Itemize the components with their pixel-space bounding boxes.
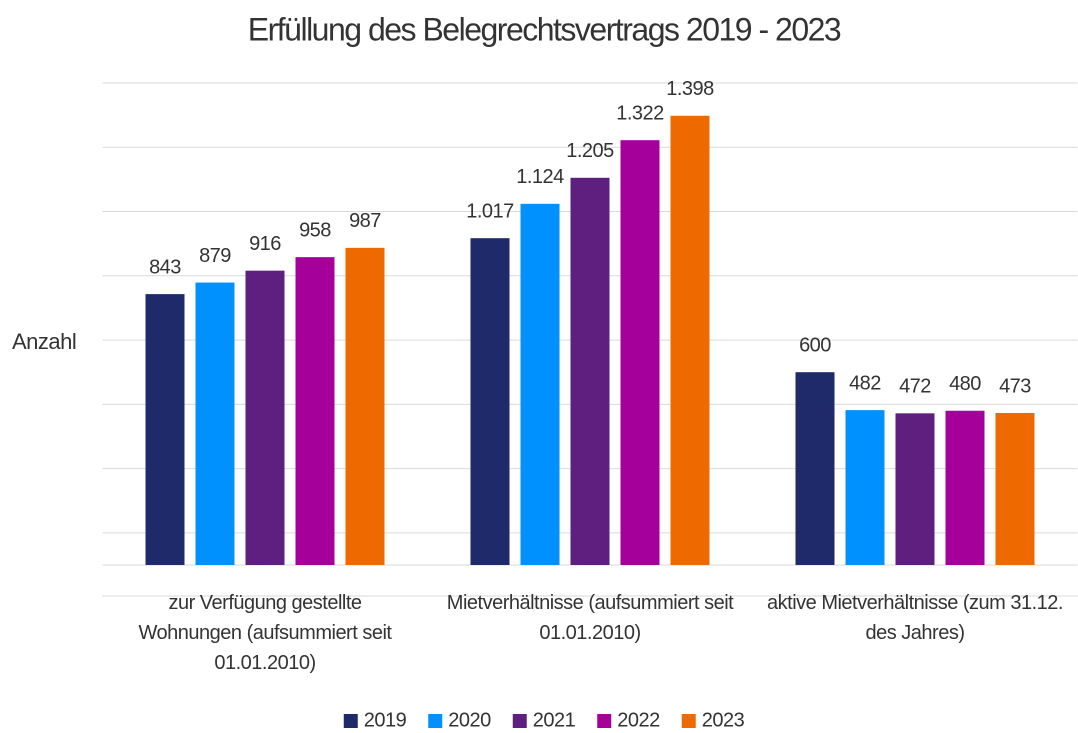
legend-label: 2022: [617, 709, 660, 731]
data-label: 916: [249, 233, 281, 255]
data-label: 472: [899, 376, 931, 398]
legend-swatch: [343, 714, 358, 728]
data-label: 480: [949, 373, 981, 395]
bar: [295, 257, 335, 565]
legend-label: 2019: [364, 709, 407, 731]
legend-label: 2023: [702, 709, 745, 731]
data-label: 958: [299, 219, 331, 241]
bar: [520, 203, 560, 565]
legend-label: 2021: [533, 709, 576, 731]
data-label: 1.322: [616, 102, 664, 124]
data-label: 843: [149, 256, 181, 278]
legend-label: 2020: [448, 709, 491, 731]
data-label: 879: [199, 245, 231, 267]
bar: [195, 282, 235, 565]
bar: [945, 410, 985, 565]
bar: [995, 413, 1035, 565]
bar: [845, 410, 885, 565]
data-label: 987: [349, 210, 381, 232]
bar: [345, 247, 385, 565]
data-label: 1.124: [516, 166, 564, 188]
x-tick-label: aktive Mietverhältnisse (zum 31.12. des …: [767, 592, 1063, 644]
data-label: 1.205: [566, 140, 614, 162]
x-tick-label: zur Verfügung gestellte Wohnungen (aufsu…: [138, 592, 392, 674]
bar: [795, 372, 835, 565]
chart-title: Erfüllung des Belegrechtsvertrags 2019 -…: [248, 11, 841, 47]
y-axis-label: Anzahl: [12, 329, 76, 354]
bar: [620, 140, 660, 565]
bar: [670, 115, 710, 565]
data-label: 473: [999, 375, 1031, 397]
data-label: 482: [849, 372, 881, 394]
legend-swatch: [597, 714, 612, 728]
bar: [145, 294, 185, 565]
bar: [895, 413, 935, 565]
legend-swatch: [428, 714, 443, 728]
legend-swatch: [512, 714, 527, 728]
data-label: 1.398: [666, 78, 714, 100]
bar: [245, 270, 285, 565]
bar: [570, 177, 610, 565]
legend-swatch: [681, 714, 696, 728]
data-label: 600: [799, 334, 831, 356]
bar: [470, 238, 510, 566]
x-tick-label: Mietverhältnisse (aufsummiert seit 01.01…: [446, 592, 734, 644]
data-label: 1.017: [466, 200, 514, 222]
